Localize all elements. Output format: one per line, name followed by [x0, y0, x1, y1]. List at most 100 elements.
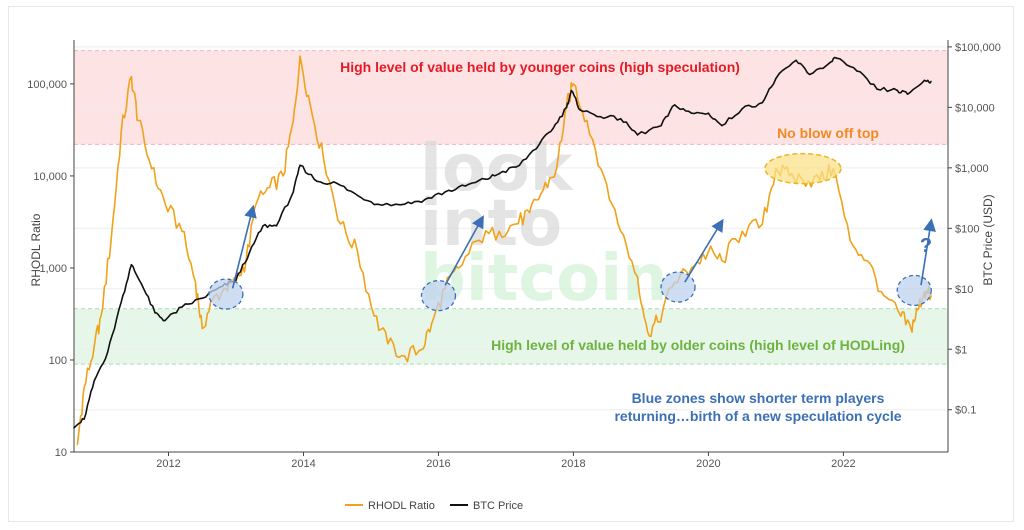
right-tick-label: $1,000 [955, 163, 989, 175]
data-point [906, 93, 909, 96]
data-point [930, 80, 932, 83]
data-point [555, 167, 558, 170]
data-point [356, 250, 359, 253]
data-point [154, 312, 156, 314]
data-point [690, 267, 693, 269]
data-point [619, 230, 622, 233]
data-point [430, 322, 433, 325]
left-axis-title: RHODL Ratio [29, 213, 43, 286]
blue-zone [208, 278, 244, 310]
data-point [899, 315, 902, 317]
data-point [586, 119, 588, 122]
data-point [829, 61, 831, 64]
data-point [373, 315, 376, 317]
data-point [636, 134, 639, 136]
data-point [299, 164, 301, 167]
x-tick-label: 2014 [291, 458, 315, 470]
data-point [309, 103, 312, 106]
data-point [896, 89, 899, 92]
blue-zone [660, 271, 696, 303]
data-point [602, 175, 605, 177]
blue-note-line-2: returning…birth of a new speculation cyc… [614, 408, 901, 424]
data-point [570, 89, 573, 92]
data-point [741, 107, 743, 110]
x-tick-label: 2022 [831, 458, 855, 470]
data-point [572, 83, 575, 85]
data-point [866, 259, 868, 262]
blue-zone [896, 274, 932, 307]
data-point [336, 182, 339, 185]
data-point [849, 239, 851, 242]
data-point [646, 331, 649, 334]
data-point [599, 115, 602, 118]
data-point [164, 319, 166, 322]
data-point [120, 301, 123, 304]
data-point [761, 101, 764, 104]
data-point [83, 386, 85, 389]
data-point [876, 88, 878, 90]
x-tick-label: 2018 [561, 458, 585, 470]
data-point [660, 124, 662, 127]
data-point [93, 380, 96, 382]
data-point [636, 276, 639, 278]
data-point [795, 59, 797, 62]
data-point [464, 185, 467, 187]
data-point [106, 351, 109, 353]
data-point [150, 167, 153, 170]
no-blow-off-annotation: No blow off top [777, 125, 879, 141]
x-tick-label: 2016 [426, 458, 450, 470]
data-point [316, 180, 318, 183]
data-point [552, 127, 554, 130]
right-tick-label: $1 [955, 344, 967, 356]
right-tick-label: $10 [955, 284, 973, 296]
data-point [130, 263, 133, 266]
data-point [376, 203, 379, 206]
data-point [403, 203, 406, 206]
data-point [656, 320, 659, 323]
right-tick-label: $100 [955, 223, 979, 235]
data-point [275, 225, 278, 227]
data-point [268, 186, 271, 189]
data-point [707, 250, 710, 253]
left-tick-label: 1,000 [39, 263, 67, 275]
data-point [619, 117, 622, 120]
question-mark: ? [920, 235, 932, 257]
data-point [910, 327, 912, 330]
legend-label-btc: BTC Price [473, 500, 523, 512]
blue-note-line-1: Blue zones show shorter term players [632, 390, 885, 406]
data-point [322, 158, 325, 161]
watermark: look into bitcoin [420, 132, 668, 316]
data-point [282, 175, 285, 177]
bottom-band-annotation: High level of value held by older coins … [491, 337, 905, 353]
data-point [403, 355, 406, 357]
data-point [201, 327, 204, 330]
data-point [339, 223, 342, 225]
legend-label-rhodl: RHODL Ratio [368, 500, 435, 512]
left-tick-label: 10 [55, 447, 67, 459]
data-point [673, 104, 676, 106]
watermark-line-3: bitcoin [420, 242, 668, 316]
chart-frame [8, 6, 1014, 522]
data-point [76, 443, 79, 446]
data-point [110, 239, 112, 242]
data-point [741, 230, 743, 233]
data-point [292, 119, 295, 122]
data-point [83, 418, 85, 420]
data-point [100, 315, 102, 317]
data-point [130, 75, 133, 78]
data-point [73, 427, 75, 429]
data-point [528, 211, 531, 214]
data-point [93, 345, 96, 348]
data-point [420, 348, 423, 351]
data-point [137, 119, 139, 122]
trend-arrow [231, 204, 257, 289]
right-tick-label: $0.1 [955, 405, 976, 417]
data-point [707, 112, 710, 115]
trend-arrow [920, 218, 936, 286]
data-point [856, 70, 858, 72]
data-point [484, 178, 487, 180]
data-point [255, 202, 258, 205]
trend-arrow [684, 218, 724, 283]
right-tick-label: $100,000 [955, 42, 1001, 54]
data-point [835, 57, 838, 60]
